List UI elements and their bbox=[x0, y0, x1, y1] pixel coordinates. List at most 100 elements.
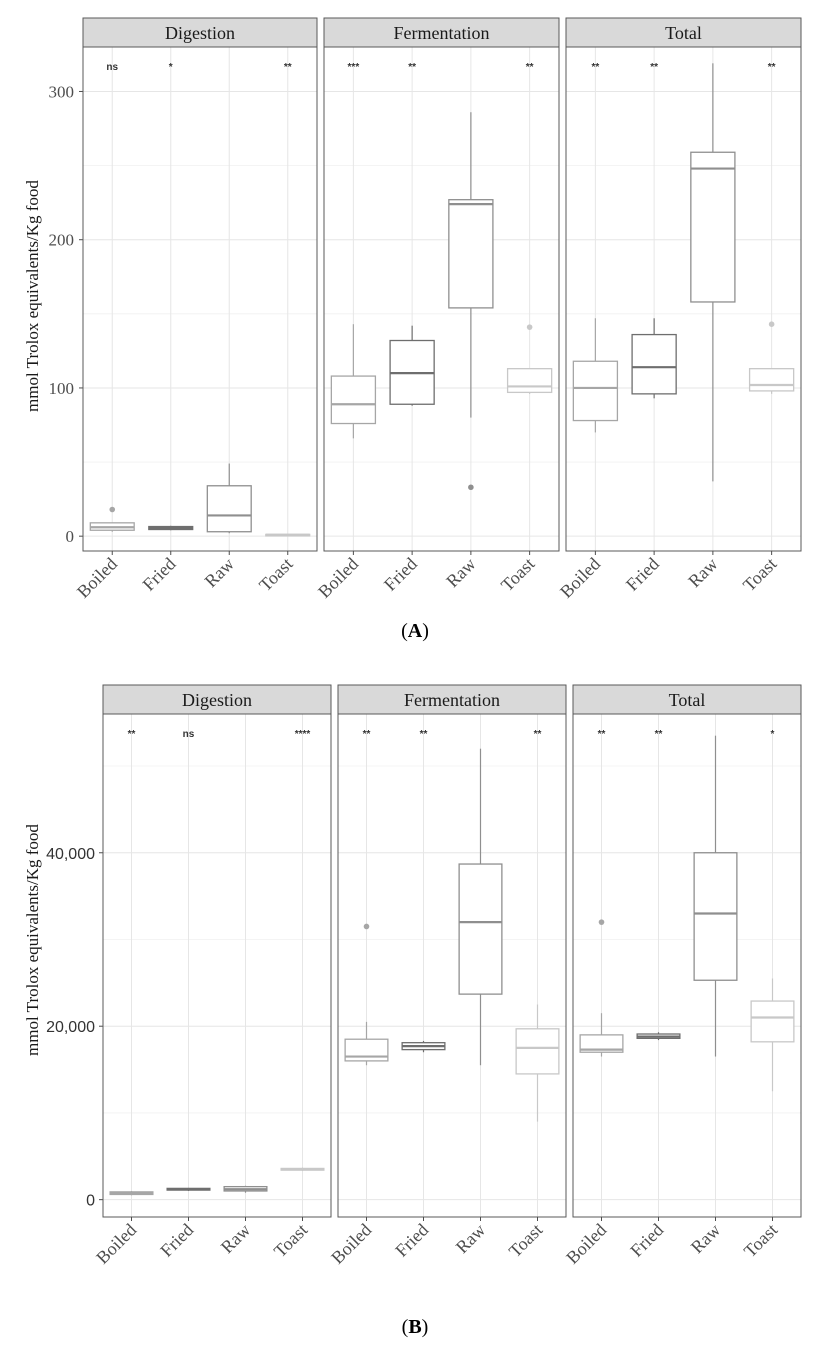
x-tick-label: Raw bbox=[684, 554, 721, 591]
figure-caption: (A) bbox=[401, 620, 429, 642]
x-tick-label: Boiled bbox=[556, 554, 604, 602]
box-toast bbox=[506, 324, 553, 394]
x-tick-label: Boiled bbox=[314, 554, 362, 602]
significance-label: ** bbox=[284, 62, 292, 73]
box-toast bbox=[515, 1004, 560, 1122]
x-tick-label: Fried bbox=[622, 554, 663, 595]
x-tick-label: Toast bbox=[505, 1220, 547, 1262]
significance-label: *** bbox=[348, 62, 360, 73]
significance-label: ** bbox=[408, 62, 416, 73]
strip-header bbox=[572, 684, 802, 715]
box-fried bbox=[148, 525, 194, 531]
significance-label: * bbox=[771, 729, 775, 740]
box-fried bbox=[166, 1187, 211, 1191]
outlier-point bbox=[526, 324, 533, 330]
strip-header bbox=[82, 17, 318, 48]
x-tick-label: Fried bbox=[156, 1220, 197, 1261]
x-tick-label: Toast bbox=[497, 554, 539, 596]
x-tick-label: Raw bbox=[452, 1220, 489, 1257]
significance-label: ** bbox=[128, 729, 136, 740]
panel-background bbox=[573, 714, 801, 1217]
outlier-point bbox=[768, 321, 775, 328]
x-tick-label: Toast bbox=[270, 1220, 312, 1262]
strip-title: Total bbox=[665, 23, 702, 43]
x-tick-label: Fried bbox=[626, 1220, 667, 1261]
strip-header bbox=[565, 17, 802, 48]
significance-label: ** bbox=[591, 62, 599, 73]
y-tick-label: 300 bbox=[49, 82, 75, 101]
box-toast bbox=[265, 533, 311, 537]
significance-label: ** bbox=[363, 729, 371, 740]
y-tick-label: 0 bbox=[86, 1193, 95, 1210]
box-iqr bbox=[330, 375, 377, 425]
box-fried bbox=[389, 325, 435, 406]
y-tick-label: 100 bbox=[49, 379, 75, 398]
box-toast bbox=[750, 978, 795, 1092]
x-tick-label: Raw bbox=[201, 554, 238, 591]
box-fried bbox=[401, 1040, 446, 1053]
box-boiled bbox=[109, 1190, 154, 1196]
box-raw bbox=[448, 112, 494, 491]
significance-label: ** bbox=[534, 729, 542, 740]
box-boiled bbox=[330, 324, 377, 439]
box-iqr bbox=[206, 485, 252, 533]
strip-title: Total bbox=[669, 690, 706, 710]
panel-background bbox=[566, 47, 801, 551]
significance-label: ns bbox=[183, 729, 195, 740]
box-boiled bbox=[572, 318, 619, 433]
y-tick-label: 40,000 bbox=[46, 846, 95, 863]
strip-header bbox=[323, 17, 560, 48]
significance-label: ** bbox=[598, 729, 606, 740]
x-tick-label: Boiled bbox=[327, 1220, 375, 1268]
significance-label: ns bbox=[106, 62, 118, 73]
box-fried bbox=[631, 318, 677, 399]
box-toast bbox=[280, 1167, 325, 1172]
strip-title: Digestion bbox=[182, 690, 252, 710]
figure-a: mmol Trolox equivalents/Kg food (A) 0 100… bbox=[23, 17, 802, 642]
box-boiled bbox=[579, 919, 624, 1057]
box-iqr bbox=[572, 360, 619, 422]
box-iqr bbox=[748, 368, 795, 392]
panel-background bbox=[103, 714, 331, 1217]
box-raw bbox=[690, 63, 736, 482]
panel-background bbox=[83, 47, 317, 551]
x-tick-label: Raw bbox=[442, 554, 479, 591]
box-iqr bbox=[579, 1034, 624, 1053]
x-tick-label: Boiled bbox=[92, 1220, 140, 1268]
x-tick-label: Toast bbox=[255, 554, 297, 596]
box-boiled bbox=[344, 923, 389, 1066]
box-fried bbox=[636, 1032, 681, 1041]
x-tick-label: Raw bbox=[217, 1220, 254, 1257]
facet-panel-fermentation: ** ** ** Fermentation Boiled Fried Raw Toast bbox=[327, 684, 567, 1268]
significance-label: ** bbox=[420, 729, 428, 740]
outlier-point bbox=[109, 506, 116, 513]
box-raw bbox=[693, 735, 738, 1057]
strip-title: Fermentation bbox=[404, 690, 500, 710]
x-tick-label: Toast bbox=[739, 554, 781, 596]
strip-header bbox=[337, 684, 567, 715]
significance-label: ** bbox=[768, 62, 776, 73]
y-axis-label: mmol Trolox equivalents/Kg food bbox=[23, 824, 42, 1056]
significance-label: ** bbox=[650, 62, 658, 73]
facet-panel-digestion: ** ns **** Digestion Boiled Fried Raw Toast bbox=[92, 684, 332, 1268]
significance-label: * bbox=[169, 62, 173, 73]
y-tick-label: 20,000 bbox=[46, 1019, 95, 1036]
significance-label: **** bbox=[295, 729, 311, 740]
x-tick-label: Fried bbox=[139, 554, 180, 595]
panel-background bbox=[324, 47, 559, 551]
box-iqr bbox=[458, 863, 503, 995]
outlier-point bbox=[598, 919, 605, 925]
significance-label: ** bbox=[526, 62, 534, 73]
y-tick-label: 0 bbox=[66, 527, 75, 546]
y-tick-label: 200 bbox=[49, 231, 75, 250]
box-iqr bbox=[506, 368, 553, 394]
box-raw bbox=[458, 748, 503, 1066]
panel-background bbox=[338, 714, 566, 1217]
facet-panel-total: ** ** ** Total Boiled Fried Raw Toast bbox=[556, 17, 802, 602]
box-iqr bbox=[750, 1000, 795, 1043]
box-toast bbox=[748, 321, 795, 394]
